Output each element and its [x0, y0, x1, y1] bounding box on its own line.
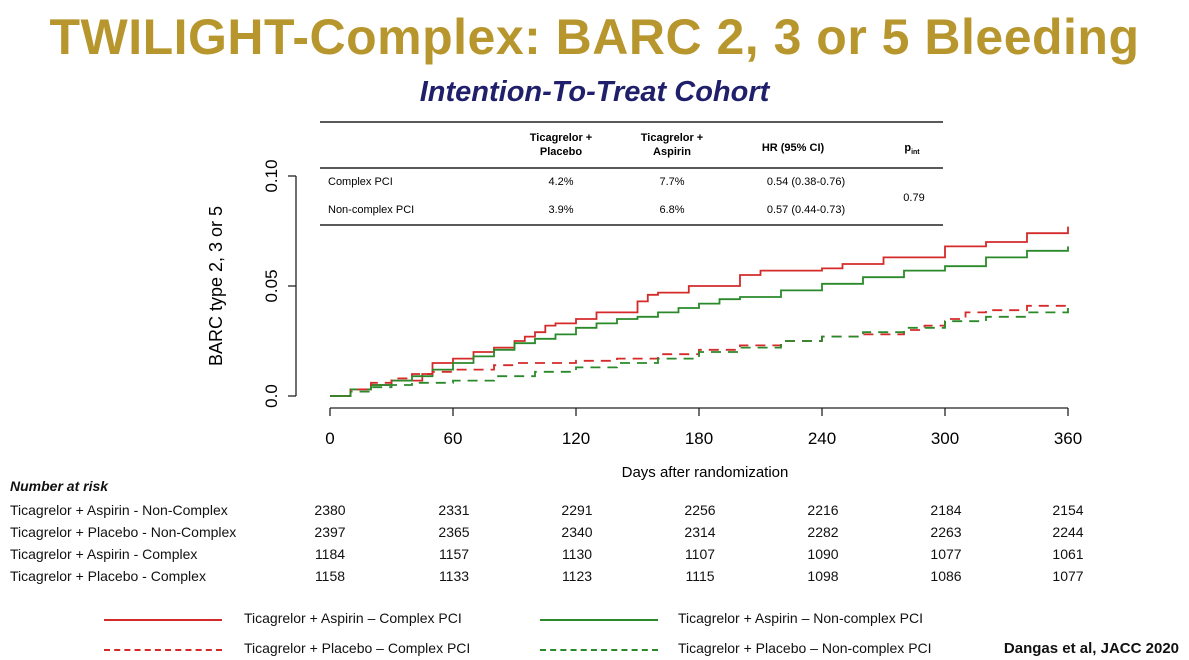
risk-value: 2244 — [1052, 524, 1084, 540]
y-tick-label: 0.10 — [262, 159, 281, 192]
table-cell-placebo: 3.9% — [548, 204, 573, 216]
y-tick-label: 0.05 — [262, 269, 281, 302]
risk-value: 2291 — [561, 502, 593, 518]
legend-label: Ticagrelor + Aspirin – Non-complex PCI — [678, 610, 923, 626]
x-ticks: 0 60 120 180 240 300 360 — [325, 408, 1082, 448]
risk-row-label: Ticagrelor + Placebo - Non-Complex — [10, 524, 237, 540]
table-cell-hr: 0.57 (0.44-0.73) — [767, 204, 845, 216]
x-tick-label: 180 — [685, 429, 713, 448]
x-axis-label: Days after randomization — [622, 464, 789, 481]
x-tick-label: 300 — [931, 429, 959, 448]
table-row-label: Non-complex PCI — [328, 204, 414, 216]
inset-table: Ticagrelor + Placebo Ticagrelor + Aspirin HR… — [320, 121, 943, 226]
risk-value: 1098 — [807, 568, 839, 584]
risk-value: 2282 — [807, 524, 839, 540]
risk-row-label: Ticagrelor + Aspirin - Non-Complex — [10, 502, 228, 518]
legend-swatch — [540, 619, 658, 621]
x-tick-label: 240 — [808, 429, 836, 448]
risk-row-label: Ticagrelor + Placebo - Complex — [10, 568, 206, 584]
table-row-label: Complex PCI — [328, 176, 393, 188]
table-header-1: Ticagrelor + Aspirin — [641, 132, 703, 158]
risk-value: 1086 — [930, 568, 962, 584]
x-tick-label: 60 — [444, 429, 463, 448]
legend-swatch — [540, 649, 658, 651]
risk-value: 2340 — [561, 524, 593, 540]
legend-label: Ticagrelor + Placebo – Complex PCI — [244, 640, 471, 656]
risk-value: 1133 — [438, 568, 470, 584]
risk-value: 1158 — [314, 568, 346, 584]
risk-value: 1090 — [807, 546, 839, 562]
table-cell-placebo: 4.2% — [548, 176, 573, 188]
km-curves — [330, 226, 1069, 397]
y-ticks: 0.0 0.05 0.10 — [262, 159, 296, 408]
risk-value: 2365 — [438, 524, 470, 540]
risk-value: 1077 — [1052, 568, 1084, 584]
risk-value: 2397 — [314, 524, 346, 540]
series-line-0 — [330, 226, 1069, 397]
risk-value: 2256 — [684, 502, 716, 518]
table-rows: Complex PCI 4.2% 7.7% 0.54 (0.38-0.76) Non-c… — [328, 176, 845, 216]
y-axis-label: BARC type 2, 3 or 5 — [206, 206, 226, 366]
slide-subtitle: Intention-To-Treat Cohort — [419, 76, 770, 108]
table-header-2: HR (95% CI) — [762, 142, 825, 154]
table-header-0: Ticagrelor + Placebo — [530, 132, 592, 158]
risk-value: 1123 — [561, 568, 593, 584]
table-headers: Ticagrelor + Placebo Ticagrelor + Aspirin HR… — [530, 132, 825, 158]
series-line-2 — [330, 303, 1069, 397]
risk-row-label: Ticagrelor + Aspirin - Complex — [10, 546, 198, 562]
x-tick-label: 120 — [562, 429, 590, 448]
risk-value: 2216 — [807, 502, 839, 518]
table-p-header: pint — [904, 142, 920, 156]
table-cell-aspirin: 7.7% — [659, 176, 684, 188]
risk-value: 2263 — [930, 524, 962, 540]
risk-value: 1184 — [314, 546, 346, 562]
risk-value: 1077 — [930, 546, 962, 562]
legend-label: Ticagrelor + Aspirin – Complex PCI — [244, 610, 462, 626]
table-p-value: 0.79 — [903, 192, 924, 204]
risk-value: 1130 — [561, 546, 593, 562]
risk-value: 1107 — [684, 546, 716, 562]
table-cell-hr: 0.54 (0.38-0.76) — [767, 176, 845, 188]
risk-table-header: Number at risk — [10, 478, 109, 494]
legend-label: Ticagrelor + Placebo – Non-complex PCI — [678, 640, 932, 656]
km-chart: 0 60 120 180 240 300 360 0.0 0.05 0.10 Days afte… — [206, 121, 1082, 481]
y-tick-label: 0.0 — [262, 384, 281, 408]
risk-value: 1061 — [1052, 546, 1084, 562]
risk-value: 1115 — [685, 568, 715, 584]
slide-title: TWILIGHT-Complex: BARC 2, 3 or 5 Bleedin… — [49, 9, 1140, 65]
risk-value: 2154 — [1052, 502, 1084, 518]
table-cell-aspirin: 6.8% — [659, 204, 684, 216]
series-line-3 — [330, 308, 1069, 397]
risk-value: 2314 — [684, 524, 716, 540]
x-tick-label: 0 — [325, 429, 334, 448]
citation: Dangas et al, JACC 2020 — [1003, 640, 1179, 657]
risk-value: 2380 — [314, 502, 346, 518]
risk-value: 2331 — [438, 502, 470, 518]
risk-value: 2184 — [930, 502, 962, 518]
legend-swatch — [104, 619, 222, 621]
legend-swatch — [104, 649, 222, 651]
x-tick-label: 360 — [1054, 429, 1082, 448]
risk-value: 1157 — [438, 546, 470, 562]
